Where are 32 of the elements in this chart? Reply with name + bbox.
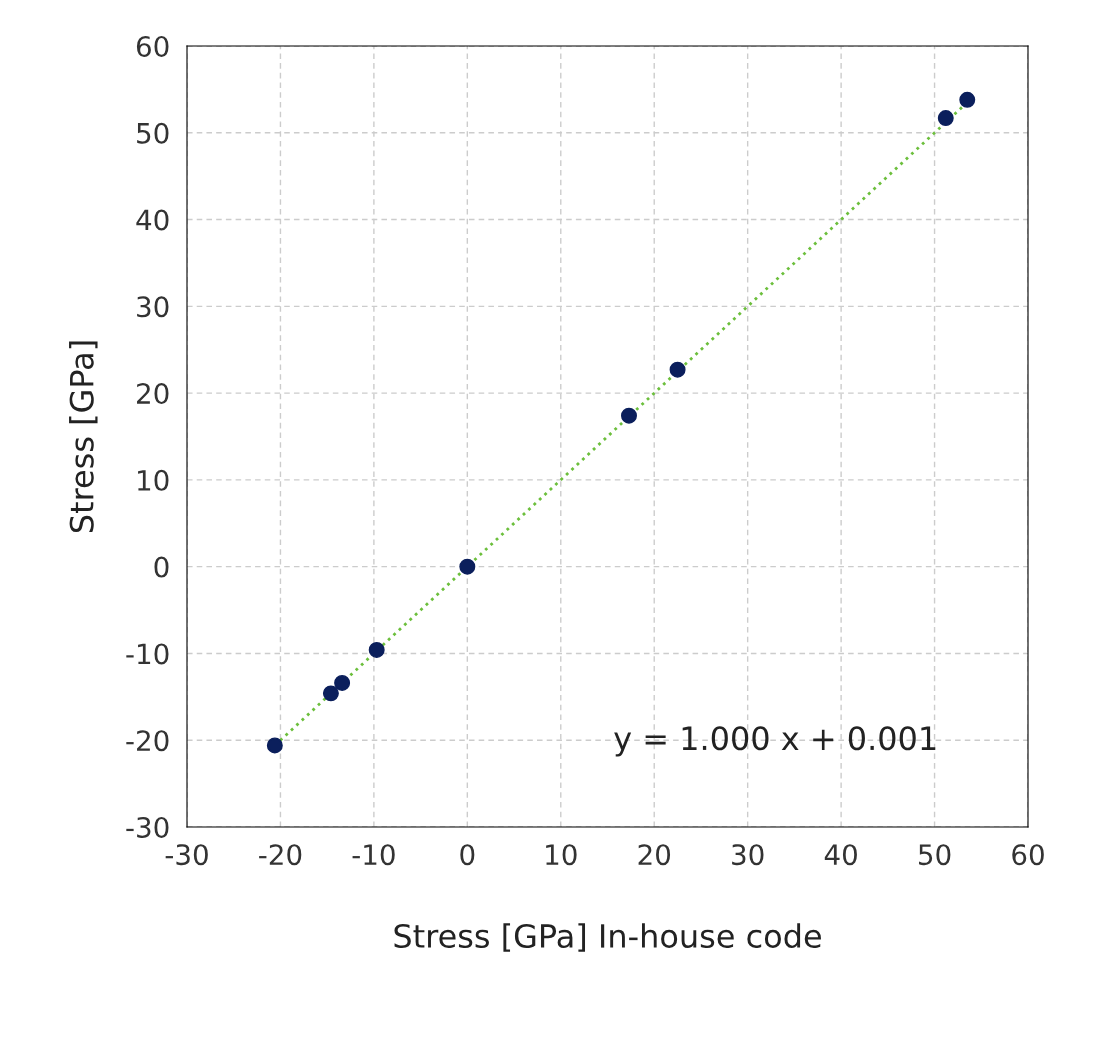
point	[322, 685, 339, 702]
y-tick-label: 10	[138, 469, 169, 491]
y-tick-label: -20	[126, 730, 169, 752]
x-axis-title: Stress [GPa] In-house code	[394, 923, 821, 952]
x-tick-label: -30	[165, 844, 208, 866]
annotation: y = 1.000 x + 0.001	[614, 726, 936, 757]
y-tick-label: 60	[136, 35, 169, 57]
x-tick-label: 10	[546, 844, 577, 866]
y-axis-title: Stress [GPa]	[69, 341, 98, 533]
y-tick-label: -30	[126, 816, 169, 838]
y-tick-label: 0	[154, 556, 169, 578]
point	[959, 91, 976, 108]
y-tick-label: 40	[136, 209, 169, 231]
x-tick-label: 50	[919, 844, 951, 866]
y-tick-label: -10	[126, 643, 169, 665]
x-tick-label: 20	[638, 844, 671, 866]
x-tick-label: 40	[824, 844, 857, 866]
y-tick-label: 20	[137, 383, 169, 405]
y-tick-label: 30	[137, 296, 169, 318]
x-tick-label: -20	[259, 844, 302, 866]
x-tick-label: -10	[352, 844, 395, 866]
x-tick-label: 30	[732, 844, 764, 866]
x-tick-label: 60	[1012, 844, 1044, 866]
x-tick-label: 0	[460, 844, 475, 866]
y-tick-label: 50	[137, 122, 169, 144]
point	[334, 674, 351, 691]
point	[266, 737, 283, 754]
point	[937, 110, 954, 127]
point	[621, 407, 637, 424]
point	[459, 558, 476, 575]
point	[368, 641, 385, 658]
point	[669, 361, 686, 378]
